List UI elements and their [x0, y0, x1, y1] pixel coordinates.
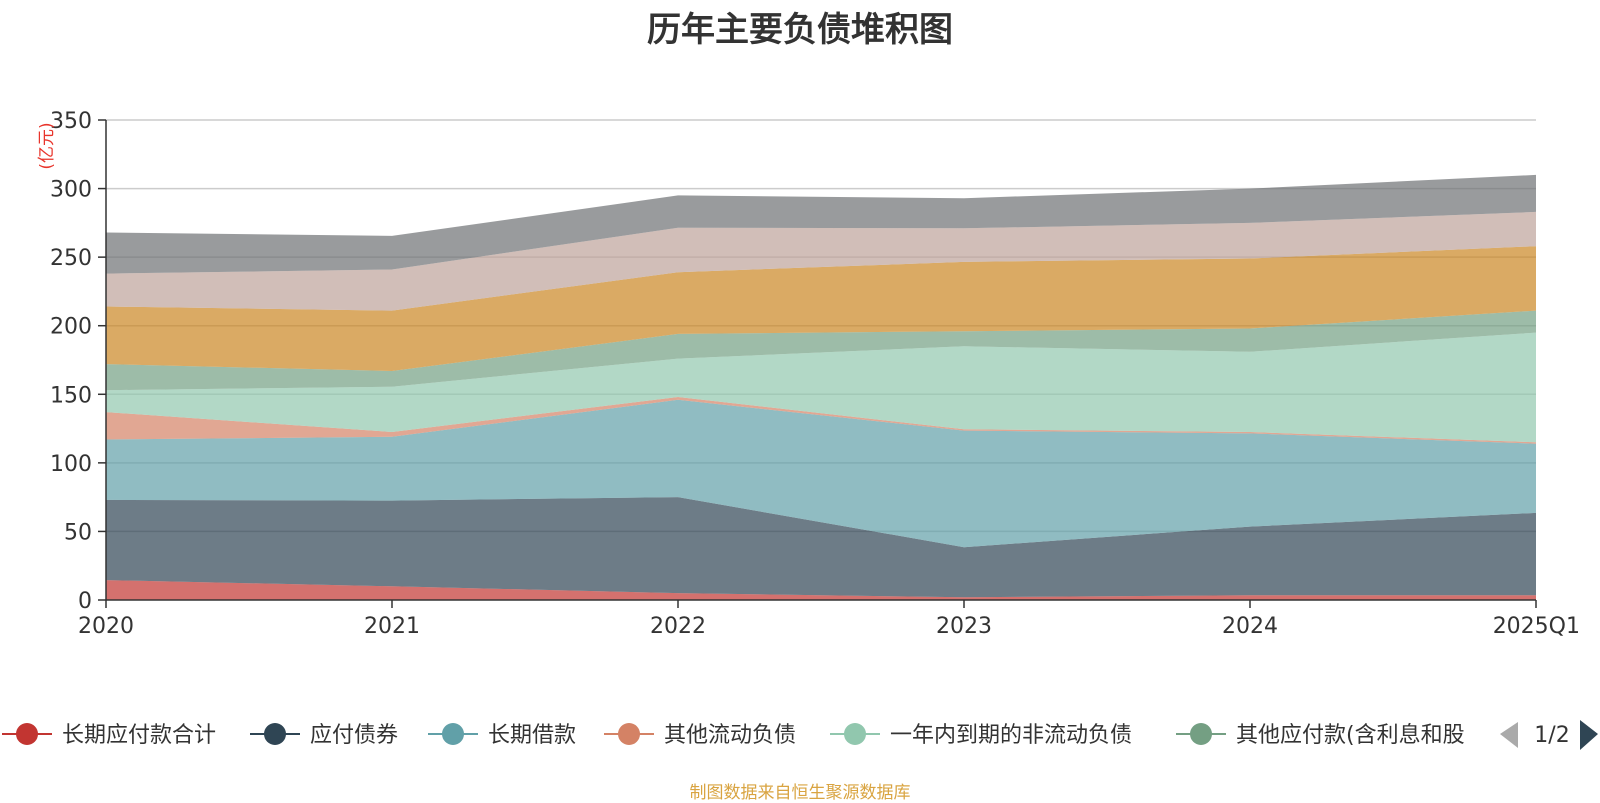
- area-series-6[interactable]: [106, 246, 1536, 371]
- y-tick-label: 0: [78, 589, 92, 614]
- y-tick-label: 300: [50, 178, 92, 203]
- legend-label: 一年内到期的非流动负债: [890, 723, 1132, 748]
- y-tick-label: 100: [50, 452, 92, 477]
- x-tick-label: 2022: [650, 614, 706, 639]
- legend-marker: [844, 723, 866, 745]
- axes: 0 50 100 150 200 250 300 350 2020 2021 2022 2023 202…: [37, 109, 1580, 639]
- legend-label: 其他应付款(含利息和股: [1236, 723, 1465, 748]
- x-tick-label: 2025Q1: [1493, 614, 1580, 639]
- legend-page-indicator: 1/2: [1534, 723, 1569, 748]
- legend-next-page-icon[interactable]: [1580, 720, 1598, 750]
- legend-item-3[interactable]: 其他流动负债: [604, 723, 796, 748]
- legend-label: 长期应付款合计: [62, 723, 216, 748]
- legend-item-1[interactable]: 应付债券: [250, 723, 398, 748]
- legend-item-0[interactable]: 长期应付款合计: [2, 723, 216, 748]
- legend-item-4[interactable]: 一年内到期的非流动负债: [830, 723, 1132, 748]
- y-tick-label: 350: [50, 109, 92, 134]
- legend-label: 长期借款: [488, 723, 576, 748]
- x-tick-label: 2021: [364, 614, 420, 639]
- x-tick-label: 2020: [78, 614, 134, 639]
- y-tick-label: 50: [64, 520, 92, 545]
- legend-marker: [442, 723, 464, 745]
- area-series-1[interactable]: [106, 497, 1536, 598]
- chart-title: 历年主要负债堆积图: [647, 10, 953, 50]
- source-note: 制图数据来自恒生聚源数据库: [689, 783, 911, 803]
- x-tick-label: 2023: [936, 614, 992, 639]
- legend-item-5[interactable]: 其他应付款(含利息和股: [1176, 723, 1465, 748]
- x-tick-label: 2024: [1222, 614, 1278, 639]
- stacked-areas: [106, 174, 1536, 600]
- area-series-2[interactable]: [106, 399, 1536, 548]
- legend-marker: [618, 723, 640, 745]
- y-tick-label: 200: [50, 315, 92, 340]
- area-series-5[interactable]: [106, 310, 1536, 391]
- y-axis-unit-label: (亿元): [37, 122, 57, 169]
- legend: 长期应付款合计 应付债券 长期借款 其他流动负债 一年内到期的非流动负债 其他应付款(含利…: [2, 720, 1598, 750]
- legend-label: 应付债券: [310, 723, 398, 748]
- legend-marker: [264, 723, 286, 745]
- area-series-8[interactable]: [106, 174, 1536, 274]
- legend-item-2[interactable]: 长期借款: [428, 723, 576, 748]
- y-tick-label: 150: [50, 383, 92, 408]
- legend-marker: [16, 723, 38, 745]
- legend-prev-page-icon[interactable]: [1500, 722, 1518, 748]
- area-series-0[interactable]: [106, 580, 1536, 600]
- area-series-3[interactable]: [106, 397, 1536, 444]
- area-series-7[interactable]: [106, 211, 1536, 311]
- y-tick-label: 250: [50, 246, 92, 271]
- area-series-4[interactable]: [106, 332, 1536, 443]
- legend-label: 其他流动负债: [664, 723, 796, 748]
- legend-marker: [1190, 723, 1212, 745]
